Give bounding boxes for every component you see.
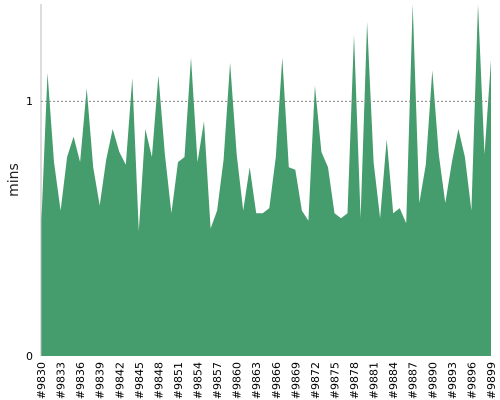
plot-area <box>41 4 491 356</box>
x-tick-label: #9860 <box>231 362 244 399</box>
x-tick-label: #9869 <box>289 362 302 399</box>
x-tick-label: #9836 <box>74 362 87 399</box>
x-tick-label: #9896 <box>465 362 478 399</box>
area-series <box>41 4 491 356</box>
x-tick-label: #9833 <box>55 362 68 399</box>
x-tick-label: #9848 <box>152 362 165 399</box>
x-axis-ticks: #9830 #9833 #9836 #9839 #9842 #9845 #9848 #9851… <box>35 362 498 399</box>
x-tick-label: #9893 <box>446 362 459 399</box>
x-tick-label: #9890 <box>426 362 439 399</box>
x-tick-label: #9881 <box>368 362 381 399</box>
x-tick-label: #9887 <box>407 362 420 399</box>
y-axis-ticks: 01 <box>26 95 33 363</box>
x-tick-label: #9884 <box>387 362 400 399</box>
x-tick-label: #9854 <box>192 362 205 399</box>
y-tick-label: 1 <box>26 95 33 108</box>
x-tick-label: #9857 <box>211 362 224 399</box>
x-tick-label: #9851 <box>172 362 185 399</box>
x-tick-label: #9830 <box>35 362 48 399</box>
y-axis-title: mins <box>6 163 22 197</box>
x-tick-label: #9866 <box>270 362 283 399</box>
x-tick-label: #9875 <box>328 362 341 399</box>
x-tick-label: #9872 <box>309 362 322 399</box>
x-tick-label: #9842 <box>113 362 126 399</box>
y-tick-label: 0 <box>26 350 33 363</box>
x-tick-label: #9839 <box>94 362 107 399</box>
x-tick-label: #9899 <box>485 362 498 399</box>
x-tick-label: #9863 <box>250 362 263 399</box>
x-tick-label: #9845 <box>133 362 146 399</box>
x-tick-label: #9878 <box>348 362 361 399</box>
